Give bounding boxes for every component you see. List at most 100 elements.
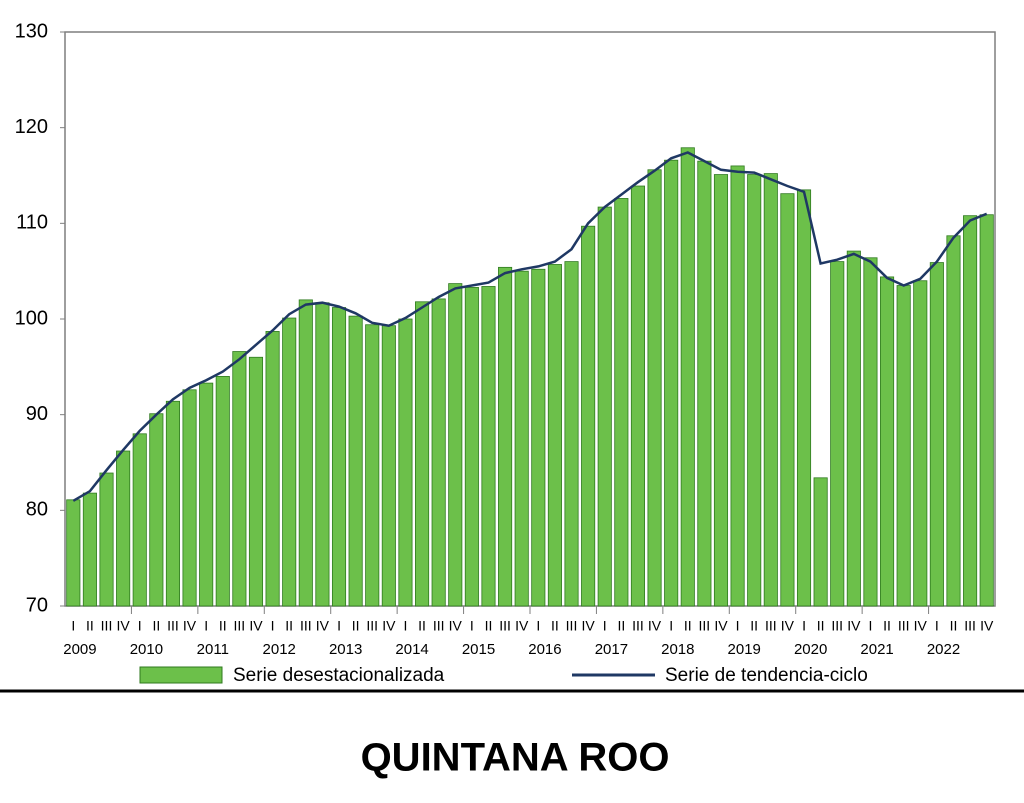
x-tick-label: I	[71, 618, 75, 634]
bar	[697, 160, 712, 607]
bar	[464, 287, 479, 607]
x-group-label: 2013	[329, 641, 362, 658]
x-tick-label: II	[750, 618, 758, 634]
bar	[431, 298, 446, 607]
x-group-label: 2015	[462, 641, 495, 658]
bar	[116, 450, 131, 607]
bar	[248, 356, 264, 607]
bar	[896, 285, 911, 607]
x-tick-label: III	[366, 618, 378, 634]
x-group-label: 2014	[395, 641, 428, 658]
x-tick-label: I	[404, 618, 408, 634]
bar	[813, 477, 828, 607]
x-tick-label: IV	[117, 618, 131, 634]
x-tick-label: IV	[183, 618, 197, 634]
x-group-label: 2022	[927, 641, 960, 658]
x-group-label: 2018	[661, 641, 694, 658]
x-tick-label: I	[935, 618, 939, 634]
x-tick-label: II	[418, 618, 426, 634]
bar	[597, 206, 612, 607]
x-tick-label: I	[736, 618, 740, 634]
x-group-label: 2012	[263, 641, 296, 658]
x-tick-label: II	[86, 618, 94, 634]
x-tick-label: IV	[449, 618, 463, 634]
bar	[232, 351, 247, 607]
x-group-label: 2020	[794, 641, 827, 658]
x-tick-label: IV	[515, 618, 529, 634]
x-group-label: 2010	[130, 641, 163, 658]
bar	[647, 169, 662, 607]
bar	[66, 499, 81, 607]
bar	[398, 318, 413, 607]
bar	[498, 266, 513, 607]
legend-swatch	[139, 666, 223, 684]
bar	[415, 301, 430, 607]
bar	[863, 257, 878, 607]
x-tick-label: IV	[847, 618, 861, 634]
bar	[830, 261, 845, 607]
bar	[680, 147, 695, 607]
x-tick-label: I	[802, 618, 806, 634]
bar	[913, 280, 928, 607]
x-tick-label: I	[470, 618, 474, 634]
x-tick-label: IV	[714, 618, 728, 634]
x-tick-label: II	[485, 618, 493, 634]
x-tick-label: III	[300, 618, 312, 634]
x-tick-label: IV	[249, 618, 263, 634]
x-tick-label: I	[536, 618, 540, 634]
bar	[531, 268, 546, 607]
bar	[365, 324, 380, 607]
y-tick-label: 70	[26, 594, 48, 616]
x-group-label: 2009	[63, 641, 96, 658]
x-tick-label: I	[204, 618, 208, 634]
x-group-label: 2021	[860, 641, 893, 658]
bar	[348, 315, 363, 607]
bar	[564, 261, 579, 607]
x-group-label: 2016	[528, 641, 561, 658]
bar	[215, 375, 230, 607]
x-tick-label: III	[167, 618, 179, 634]
bar	[199, 382, 214, 607]
y-tick-label: 90	[26, 403, 48, 425]
x-tick-label: II	[219, 618, 227, 634]
x-tick-label: II	[551, 618, 559, 634]
y-tick-label: 100	[15, 307, 48, 329]
x-tick-label: IV	[582, 618, 596, 634]
bar	[796, 189, 812, 607]
x-tick-label: III	[566, 618, 578, 634]
bar	[149, 413, 164, 607]
bar	[315, 302, 330, 607]
legend-label: Serie de tendencia-ciclo	[665, 665, 868, 686]
bar	[880, 276, 895, 607]
x-tick-label: II	[352, 618, 360, 634]
bar	[132, 433, 147, 607]
x-tick-label: II	[684, 618, 692, 634]
x-tick-label: IV	[781, 618, 795, 634]
bar	[448, 283, 463, 607]
bar	[265, 331, 280, 607]
y-tick-label: 130	[15, 20, 48, 42]
x-tick-label: II	[285, 618, 293, 634]
x-tick-label: I	[337, 618, 341, 634]
y-tick-label: 80	[26, 499, 48, 521]
bar	[165, 400, 180, 607]
bar	[298, 299, 313, 607]
y-tick-label: 120	[15, 116, 48, 138]
bar	[282, 317, 297, 607]
x-tick-label: II	[817, 618, 825, 634]
x-tick-label: I	[869, 618, 873, 634]
x-tick-label: II	[883, 618, 891, 634]
x-tick-label: III	[101, 618, 113, 634]
x-tick-label: II	[617, 618, 625, 634]
bar	[381, 325, 396, 607]
x-group-label: 2017	[595, 641, 628, 658]
x-tick-label: III	[765, 618, 777, 634]
bar	[614, 198, 629, 607]
bar	[946, 235, 961, 607]
bar	[763, 173, 778, 607]
x-tick-label: I	[669, 618, 673, 634]
bar	[581, 225, 596, 607]
y-tick-label: 110	[16, 212, 48, 234]
